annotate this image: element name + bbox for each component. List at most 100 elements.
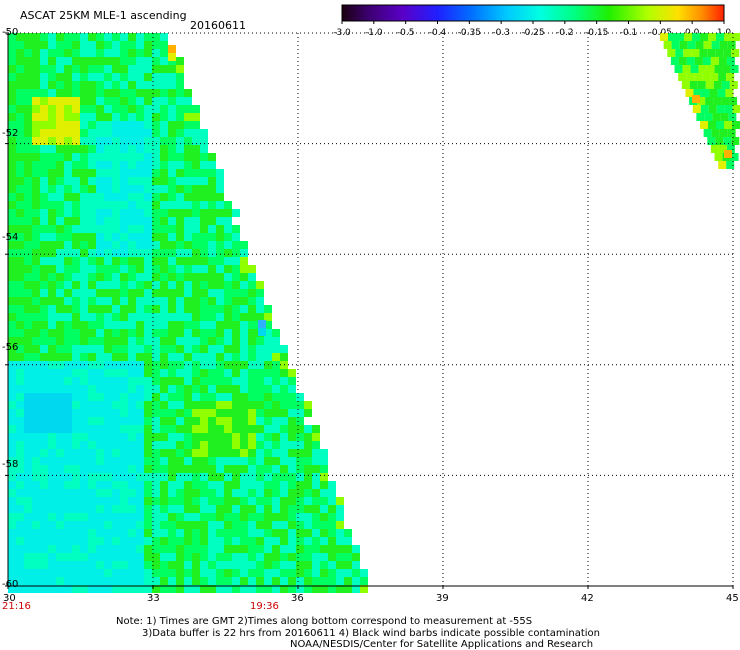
data-cell bbox=[40, 137, 48, 145]
data-cell bbox=[56, 273, 64, 281]
data-cell bbox=[104, 113, 112, 121]
data-cell bbox=[32, 273, 40, 281]
data-cell bbox=[168, 345, 176, 353]
data-cell bbox=[296, 505, 304, 513]
data-cell bbox=[280, 465, 288, 473]
data-cell bbox=[224, 481, 232, 489]
data-cell bbox=[192, 313, 200, 321]
data-cell bbox=[280, 441, 288, 449]
data-cell bbox=[288, 481, 296, 489]
data-cell bbox=[8, 289, 16, 297]
data-cell bbox=[88, 193, 96, 201]
data-cell bbox=[208, 161, 216, 169]
data-cell bbox=[208, 385, 216, 393]
data-cell bbox=[56, 201, 64, 209]
data-cell bbox=[136, 113, 144, 121]
data-cell bbox=[32, 377, 40, 385]
data-cell bbox=[80, 209, 88, 217]
data-cell bbox=[136, 561, 144, 569]
data-cell bbox=[248, 441, 256, 449]
data-cell bbox=[88, 65, 96, 73]
data-cell bbox=[128, 97, 136, 105]
data-cell bbox=[208, 481, 216, 489]
data-cell bbox=[232, 401, 240, 409]
data-cell bbox=[184, 89, 192, 97]
data-cell bbox=[136, 377, 144, 385]
data-cell bbox=[216, 545, 224, 553]
data-cell bbox=[176, 241, 184, 249]
data-cell bbox=[128, 177, 136, 185]
data-cell bbox=[88, 553, 96, 561]
data-cell bbox=[184, 121, 192, 129]
data-cell-highlight bbox=[258, 320, 266, 328]
data-cell bbox=[216, 505, 224, 513]
data-cell bbox=[72, 49, 80, 57]
data-cell bbox=[40, 521, 48, 529]
data-cell bbox=[32, 225, 40, 233]
data-cell bbox=[192, 553, 200, 561]
data-cell bbox=[32, 81, 40, 89]
data-cell bbox=[200, 281, 208, 289]
data-cell bbox=[256, 553, 264, 561]
data-cell bbox=[184, 585, 192, 593]
data-cell bbox=[256, 505, 264, 513]
data-cell bbox=[668, 33, 676, 41]
data-cell bbox=[192, 393, 200, 401]
data-cell bbox=[32, 153, 40, 161]
data-cell bbox=[128, 521, 136, 529]
swath-map bbox=[5, 32, 740, 593]
data-cell bbox=[104, 449, 112, 457]
data-cell bbox=[136, 545, 144, 553]
data-cell bbox=[192, 297, 200, 305]
data-cell bbox=[112, 177, 120, 185]
data-cell bbox=[112, 457, 120, 465]
data-cell bbox=[344, 569, 352, 577]
data-cell bbox=[160, 89, 168, 97]
data-cell bbox=[352, 585, 360, 593]
data-cell bbox=[216, 313, 224, 321]
data-cell bbox=[112, 169, 120, 177]
data-cell bbox=[232, 497, 240, 505]
data-cell bbox=[168, 297, 176, 305]
data-cell bbox=[328, 553, 336, 561]
data-cell bbox=[192, 289, 200, 297]
data-cell bbox=[200, 305, 208, 313]
data-cell bbox=[232, 521, 240, 529]
data-cell bbox=[112, 329, 120, 337]
data-cell bbox=[224, 433, 232, 441]
data-cell-highlight bbox=[168, 45, 176, 53]
data-cell bbox=[192, 401, 200, 409]
data-cell bbox=[312, 489, 320, 497]
data-cell bbox=[104, 137, 112, 145]
data-cell bbox=[176, 225, 184, 233]
data-cell bbox=[336, 529, 344, 537]
data-cell bbox=[128, 113, 136, 121]
data-cell bbox=[732, 105, 740, 113]
data-cell bbox=[168, 393, 176, 401]
data-cell bbox=[697, 81, 706, 89]
data-cell bbox=[160, 433, 168, 441]
data-cell bbox=[120, 289, 128, 297]
data-cell bbox=[16, 169, 24, 177]
data-cell bbox=[224, 257, 232, 265]
data-cell bbox=[176, 313, 184, 321]
data-cell bbox=[128, 297, 136, 305]
data-cell bbox=[112, 401, 120, 409]
data-cell bbox=[320, 553, 328, 561]
data-cell bbox=[678, 73, 687, 81]
data-cell bbox=[256, 401, 264, 409]
data-cell bbox=[136, 585, 144, 593]
data-cell bbox=[16, 41, 24, 49]
data-cell bbox=[32, 201, 40, 209]
data-cell bbox=[280, 353, 288, 361]
data-cell bbox=[176, 433, 184, 441]
data-cell bbox=[104, 369, 112, 377]
data-cell bbox=[48, 233, 56, 241]
data-cell bbox=[288, 489, 296, 497]
data-cell bbox=[240, 505, 248, 513]
data-cell bbox=[48, 81, 56, 89]
data-cell bbox=[216, 537, 224, 545]
data-cell bbox=[8, 369, 16, 377]
data-cell bbox=[176, 153, 184, 161]
data-cell bbox=[248, 305, 256, 313]
